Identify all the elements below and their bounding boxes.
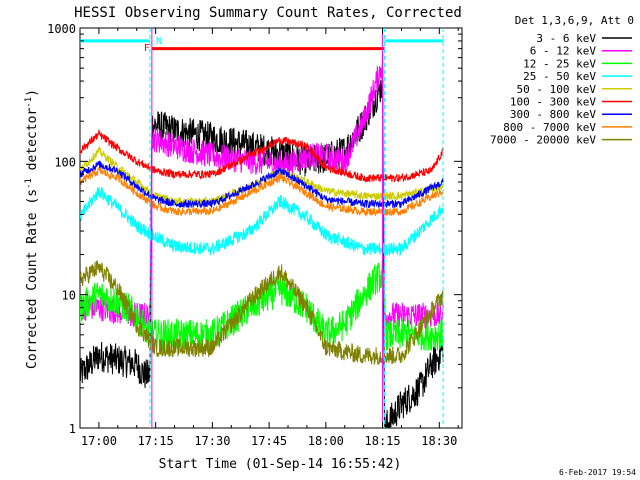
series-line-5: [80, 128, 444, 184]
x-tick-label: 17:30: [194, 434, 230, 448]
legend-label-8: 7000 - 20000 keV: [490, 134, 596, 147]
legend-label-7: 800 - 7000 keV: [503, 121, 596, 134]
y-tick-label: 1: [69, 422, 76, 436]
series-line-8: [80, 260, 444, 366]
legend-label-1: 6 - 12 keV: [530, 45, 597, 58]
y-axis-label-main: Corrected Count Rate (s: [25, 189, 40, 369]
annotation-f: F: [144, 43, 150, 54]
legend-label-5: 100 - 300 keV: [510, 96, 596, 109]
series-line-4: [80, 145, 444, 207]
y-axis-label-end: ): [25, 89, 40, 97]
legend-label-3: 25 - 50 keV: [523, 70, 596, 83]
x-tick-label: 18:00: [308, 434, 344, 448]
legend-label-4: 50 - 100 keV: [517, 83, 597, 96]
x-tick-label: 17:00: [81, 434, 117, 448]
plot-frame: [79, 27, 463, 429]
chart-title: HESSI Observing Summary Count Rates, Cor…: [74, 5, 462, 21]
y-tick-label: 100: [54, 155, 76, 169]
series-line-7: [80, 166, 444, 218]
legend-label-0: 3 - 6 keV: [536, 32, 596, 45]
x-tick-label: 17:15: [138, 434, 174, 448]
legend-label-6: 300 - 800 keV: [510, 108, 596, 121]
annotation-n: N: [156, 36, 162, 47]
y-axis-label: Corrected Count Rate (s-1 detector-1): [24, 89, 40, 369]
x-axis-label: Start Time (01-Sep-14 16:55:42): [159, 457, 402, 472]
x-tick-label: 18:30: [421, 434, 457, 448]
y-axis-label-sup1: -1: [24, 178, 34, 189]
x-tick-label: 17:45: [251, 434, 287, 448]
y-axis-label-sup2: -1: [24, 97, 34, 108]
y-tick-label: 1000: [47, 22, 76, 36]
x-tick-label: 18:15: [365, 434, 401, 448]
y-axis-label-mid: detector: [25, 108, 40, 179]
legend-title: Det 1,3,6,9, Att 0: [515, 14, 634, 27]
legend-label-2: 12 - 25 keV: [523, 57, 596, 70]
y-tick-label: 10: [62, 289, 76, 303]
footer-date: 6-Feb-2017 19:54: [559, 468, 636, 477]
